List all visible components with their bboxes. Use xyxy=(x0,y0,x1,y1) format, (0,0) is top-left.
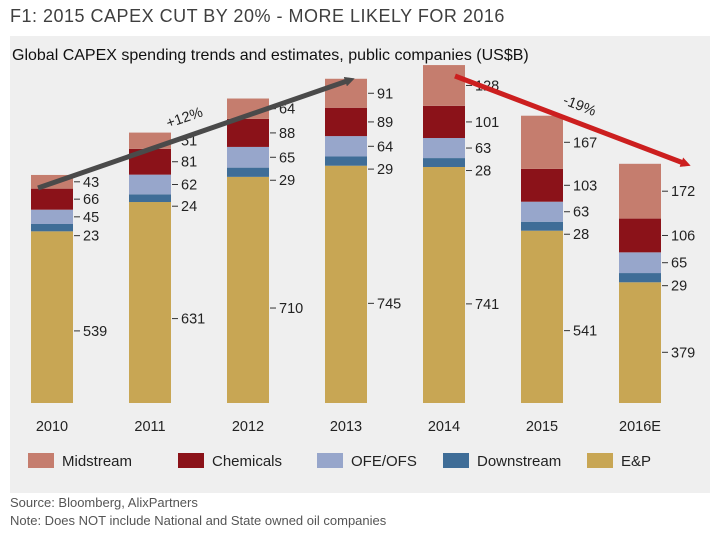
source-note: Source: Bloomberg, AlixPartners xyxy=(10,495,198,510)
bar-downstream-2010 xyxy=(31,224,73,232)
value-label-downstream-2012: 29 xyxy=(279,173,295,189)
value-label-ofe-ofs-2013: 64 xyxy=(377,139,393,155)
legend-label-downstream: Downstream xyxy=(477,453,561,470)
bar-downstream-2012 xyxy=(227,167,269,177)
x-tick-2015: 2015 xyxy=(526,419,558,435)
legend-swatch-midstream xyxy=(28,453,54,468)
bar-midstream-2014 xyxy=(423,65,465,106)
legend-label-e-p: E&P xyxy=(621,453,651,470)
bar-midstream-2015 xyxy=(521,115,563,169)
value-label-midstream-2015: 167 xyxy=(573,135,597,151)
value-label-ofe-ofs-2014: 63 xyxy=(475,141,491,157)
value-label-ofe-ofs-2011: 62 xyxy=(181,178,197,194)
bar-ofe-ofs-2011 xyxy=(129,174,171,195)
bar-chemicals-2013 xyxy=(325,107,367,137)
bar-chemicals-2015 xyxy=(521,168,563,202)
legend-label-chemicals: Chemicals xyxy=(212,453,282,470)
chart-title: Global CAPEX spending trends and estimat… xyxy=(12,47,529,64)
bar-chemicals-2016e xyxy=(619,218,661,253)
bar-downstream-2011 xyxy=(129,194,171,203)
value-label-chemicals-2011: 81 xyxy=(181,155,197,171)
footnote: Note: Does NOT include National and Stat… xyxy=(10,513,387,528)
bar-e-p-2014 xyxy=(423,166,465,403)
value-labels-group: 5392345664363124628151710296588647452964… xyxy=(74,78,695,361)
value-label-downstream-2010: 23 xyxy=(83,229,99,245)
bar-ofe-ofs-2014 xyxy=(423,138,465,159)
value-label-downstream-2013: 29 xyxy=(377,162,393,178)
bar-e-p-2015 xyxy=(521,230,563,403)
value-label-downstream-2015: 28 xyxy=(573,227,589,243)
value-label-e-p-2015: 541 xyxy=(573,324,597,340)
legend-swatch-downstream xyxy=(443,453,469,468)
bar-e-p-2010 xyxy=(31,231,73,403)
x-tick-2012: 2012 xyxy=(232,419,264,435)
bar-e-p-2013 xyxy=(325,165,367,403)
value-label-midstream-2013: 91 xyxy=(377,86,393,102)
value-label-chemicals-2012: 88 xyxy=(279,126,295,142)
value-label-downstream-2011: 24 xyxy=(181,199,197,215)
x-tick-2014: 2014 xyxy=(428,419,460,435)
value-label-e-p-2016e: 379 xyxy=(671,345,695,361)
bar-ofe-ofs-2012 xyxy=(227,146,269,168)
legend-label-midstream: Midstream xyxy=(62,453,132,470)
bar-downstream-2015 xyxy=(521,221,563,231)
legend-swatch-ofe-ofs xyxy=(317,453,343,468)
value-label-e-p-2011: 631 xyxy=(181,312,205,328)
bar-ofe-ofs-2016e xyxy=(619,252,661,274)
bar-e-p-2016e xyxy=(619,282,661,403)
value-label-chemicals-2014: 101 xyxy=(475,115,499,131)
bar-ofe-ofs-2015 xyxy=(521,201,563,222)
bar-midstream-2016e xyxy=(619,163,661,219)
trend-arrow-down xyxy=(454,73,691,167)
value-label-e-p-2013: 745 xyxy=(377,296,401,312)
x-tick-2013: 2013 xyxy=(330,419,362,435)
value-label-downstream-2016e: 29 xyxy=(671,279,687,295)
bar-downstream-2013 xyxy=(325,156,367,166)
value-label-ofe-ofs-2015: 63 xyxy=(573,205,589,221)
bar-ofe-ofs-2013 xyxy=(325,136,367,157)
bar-chemicals-2012 xyxy=(227,118,269,147)
bar-chemicals-2010 xyxy=(31,188,73,210)
bar-downstream-2016e xyxy=(619,273,661,283)
value-label-ofe-ofs-2016e: 65 xyxy=(671,256,687,272)
value-label-e-p-2010: 539 xyxy=(83,324,107,340)
bar-ofe-ofs-2010 xyxy=(31,209,73,225)
value-label-ofe-ofs-2012: 65 xyxy=(279,150,295,166)
x-tick-2016e: 2016E xyxy=(619,419,661,435)
x-tick-2010: 2010 xyxy=(36,419,68,435)
x-axis-ticks: 2010 2011 2012 2013 2014 2015 2016E xyxy=(36,419,661,435)
legend: Midstream Chemicals OFE/OFS Downstream E&P xyxy=(28,453,651,470)
trend-arrow-up xyxy=(37,76,355,191)
value-label-midstream-2010: 43 xyxy=(83,175,99,191)
bar-chemicals-2014 xyxy=(423,105,465,139)
bar-e-p-2011 xyxy=(129,202,171,403)
legend-label-ofe-ofs: OFE/OFS xyxy=(351,453,417,470)
value-label-e-p-2012: 710 xyxy=(279,301,303,317)
figure-title: F1: 2015 CAPEX CUT BY 20% - MORE LIKELY … xyxy=(10,6,505,26)
bar-downstream-2014 xyxy=(423,158,465,167)
trend-label-up: +12% xyxy=(164,105,205,132)
bars-group xyxy=(31,65,661,403)
value-label-e-p-2014: 741 xyxy=(475,297,499,313)
x-tick-2011: 2011 xyxy=(134,419,165,435)
value-label-chemicals-2010: 66 xyxy=(83,192,99,208)
value-label-midstream-2016e: 172 xyxy=(671,184,695,200)
value-label-chemicals-2015: 103 xyxy=(573,178,597,194)
legend-swatch-chemicals xyxy=(178,453,204,468)
value-label-ofe-ofs-2010: 45 xyxy=(83,210,99,226)
value-label-chemicals-2016e: 106 xyxy=(671,228,695,244)
bar-e-p-2012 xyxy=(227,176,269,403)
value-label-chemicals-2013: 89 xyxy=(377,115,393,131)
value-label-downstream-2014: 28 xyxy=(475,164,491,180)
legend-swatch-e-p xyxy=(587,453,613,468)
